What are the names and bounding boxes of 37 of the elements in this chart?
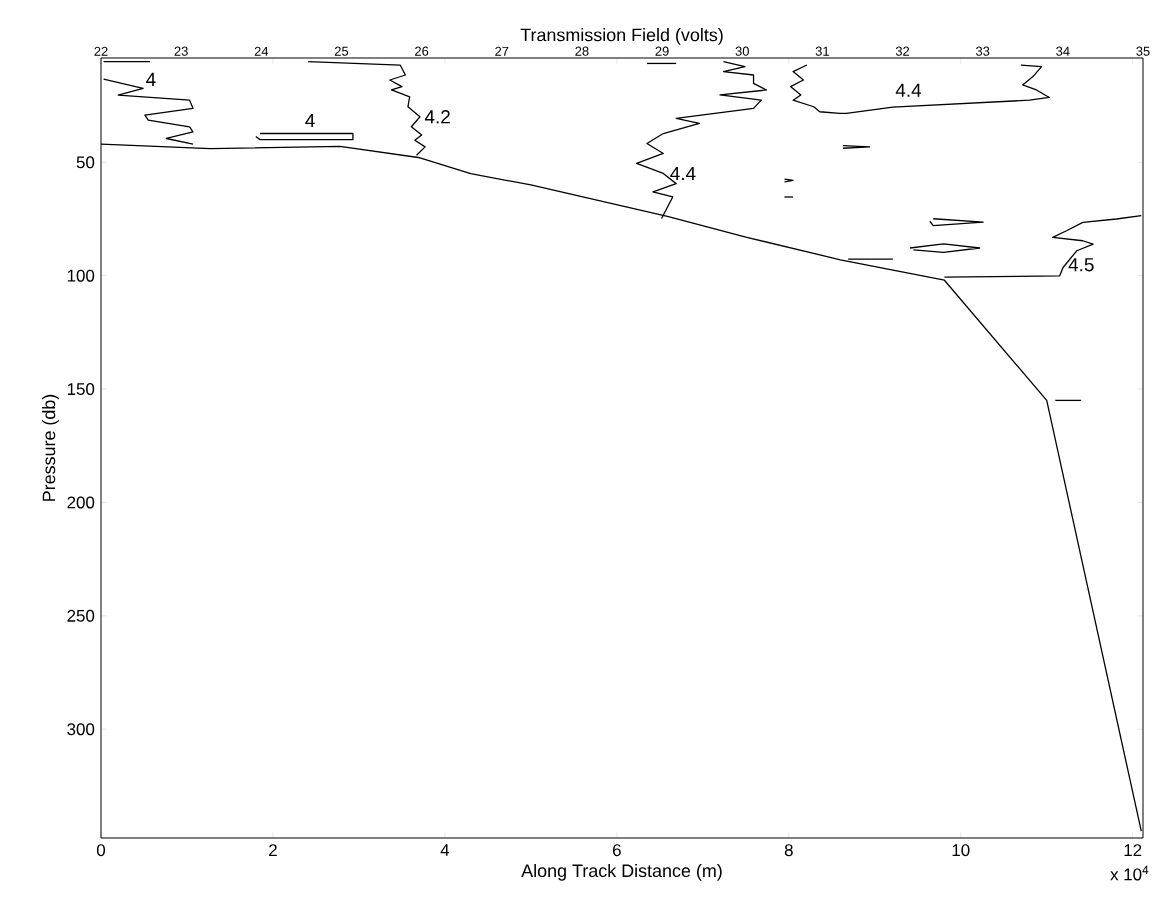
x-tick-label: 0 xyxy=(96,844,106,857)
x2-tick-label: 26 xyxy=(415,46,429,56)
x2-tick-label: 23 xyxy=(174,46,188,56)
annotation: 4.5 xyxy=(1068,258,1094,272)
x2-tick-label: 34 xyxy=(1056,46,1070,56)
x-tick-label: 10 xyxy=(952,844,970,857)
x-tick-label: 12 xyxy=(1124,844,1142,856)
x2-axis-title: Transmission Field (volts) xyxy=(520,28,723,45)
annotation: 4 xyxy=(146,72,156,86)
x2-tick-label: 24 xyxy=(254,46,269,56)
x2-tick-label: 22 xyxy=(94,46,108,56)
x-tick-label: 6 xyxy=(613,844,621,857)
x-axis-title: Along Track Distance (m) xyxy=(521,863,722,881)
x-tick-label: 4 xyxy=(440,844,450,856)
y-tick-label: 250 xyxy=(67,609,95,622)
x2-tick-label: 32 xyxy=(895,46,910,56)
y-tick-label: 150 xyxy=(67,383,95,396)
annotation: 4 xyxy=(305,113,315,128)
annotation: 4.4 xyxy=(895,83,922,97)
annotation: 4.4 xyxy=(670,166,696,180)
text: x 10$^{4}$ xyxy=(1110,865,1149,881)
x2-tick-label: 31 xyxy=(815,46,829,56)
x-tick-label: 2 xyxy=(269,844,277,856)
y-tick-label: 200 xyxy=(67,496,95,509)
x2-tick-label: 28 xyxy=(575,46,589,56)
x2-tick-label: 27 xyxy=(495,46,509,56)
y-tick-label: 100 xyxy=(67,269,95,282)
y-tick-label: 300 xyxy=(67,723,95,736)
x2-tick-label: 33 xyxy=(975,46,990,56)
y-axis-title: Pressure (db) xyxy=(42,394,59,501)
y-tick-label: 50 xyxy=(76,156,95,169)
x2-tick-label: 35 xyxy=(1136,46,1150,56)
x2-tick-label: 30 xyxy=(735,46,749,56)
x2-tick-label: 29 xyxy=(655,46,669,56)
x-tick-label: 8 xyxy=(784,844,793,857)
annotation: 4.2 xyxy=(424,110,450,124)
x2-tick-label: 25 xyxy=(334,46,349,56)
